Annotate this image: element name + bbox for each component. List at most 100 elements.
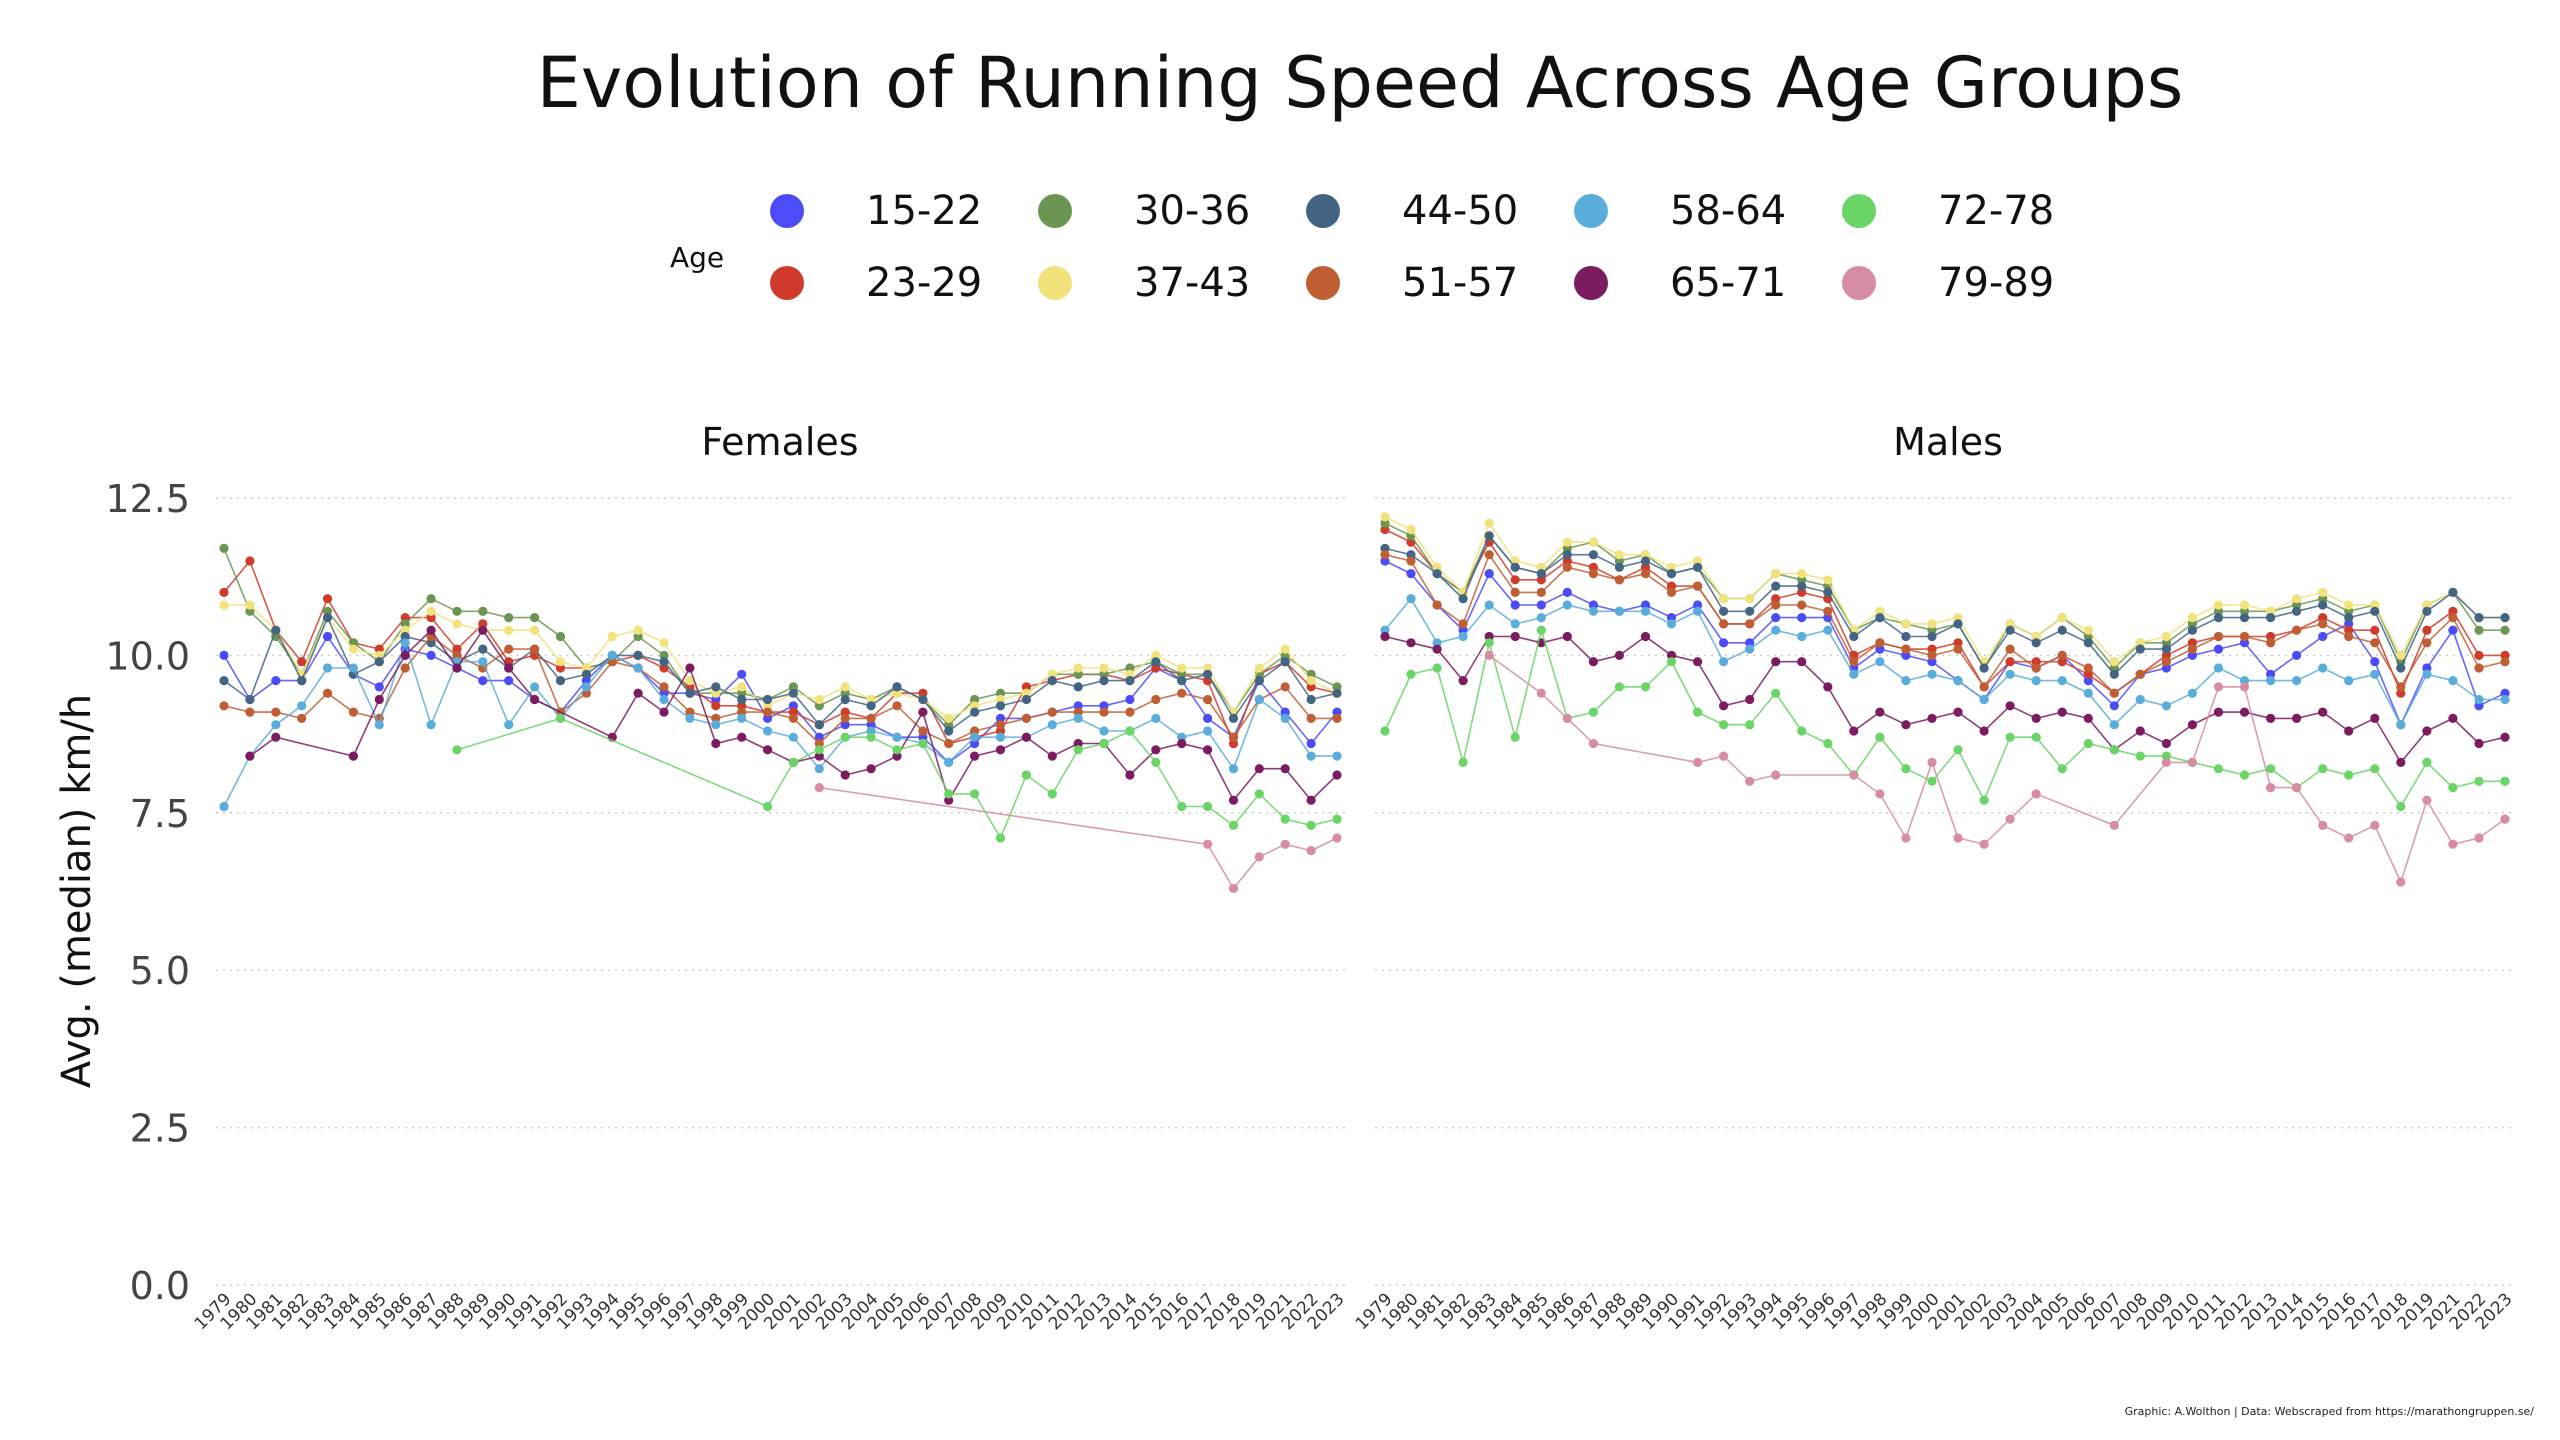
data-point-15-22 [737, 669, 747, 679]
data-point-37-43 [1771, 569, 1781, 579]
data-point-44-50 [1073, 682, 1083, 692]
data-point-30-36 [245, 606, 255, 616]
data-point-65-71 [245, 751, 255, 761]
data-point-79-89 [1953, 833, 1963, 843]
data-point-44-50 [1332, 688, 1342, 698]
data-point-44-50 [2135, 644, 2145, 654]
data-point-58-64 [1047, 720, 1057, 730]
data-point-37-43 [1021, 688, 1031, 698]
data-point-44-50 [1021, 694, 1031, 705]
data-point-65-71 [1254, 764, 1264, 774]
data-point-58-64 [995, 732, 1006, 742]
data-point-58-64 [1203, 726, 1213, 736]
data-point-58-64 [2318, 663, 2328, 673]
data-point-65-71 [1797, 657, 1807, 667]
data-point-79-89 [2266, 783, 2276, 793]
data-point-65-71 [1849, 726, 1859, 736]
data-point-15-22 [1588, 600, 1598, 610]
data-point-51-57 [2109, 688, 2119, 698]
data-point-58-64 [297, 701, 307, 711]
data-point-37-43 [2370, 600, 2380, 610]
data-point-30-36 [400, 619, 410, 629]
data-point-65-71 [918, 707, 928, 717]
data-point-23-29 [1228, 738, 1239, 749]
data-point-37-43 [2083, 625, 2093, 635]
data-point-65-71 [1693, 657, 1703, 667]
series-line-58-64 [223, 640, 1337, 807]
chart-title: Evolution of Running Speed Across Age Gr… [536, 42, 2184, 124]
data-point-72-78 [1021, 770, 1031, 780]
data-point-44-50 [1797, 581, 1807, 591]
data-point-51-57 [1823, 606, 1833, 616]
data-point-15-22 [1125, 694, 1135, 705]
data-point-58-64 [1640, 606, 1651, 616]
data-point-23-29 [737, 701, 747, 711]
data-point-44-50 [814, 720, 824, 730]
data-point-51-57 [1047, 707, 1057, 717]
data-point-51-57 [1693, 581, 1703, 591]
data-point-23-29 [1588, 562, 1598, 572]
data-point-72-78 [2474, 776, 2484, 786]
data-point-51-57 [711, 713, 721, 724]
y-tick-label: 0.0 [130, 1264, 190, 1308]
data-point-44-50 [2031, 638, 2041, 648]
data-point-58-64 [2500, 694, 2510, 705]
data-point-44-50 [297, 676, 307, 686]
data-point-72-78 [814, 745, 824, 755]
data-point-65-71 [2083, 713, 2093, 724]
data-point-72-78 [1432, 663, 1442, 673]
data-point-44-50 [2318, 600, 2328, 610]
legend: Age 15-22 23-29 30-36 37-43 44-50 51-57 58-64 6… [640, 175, 2180, 335]
data-point-79-89 [2109, 820, 2119, 831]
data-point-51-57 [271, 707, 281, 717]
data-point-79-89 [1849, 770, 1859, 780]
data-point-51-57 [2370, 638, 2380, 648]
data-point-51-57 [1510, 587, 1520, 598]
data-point-51-57 [1021, 713, 1031, 724]
data-point-44-50 [840, 694, 850, 705]
data-point-23-29 [426, 613, 436, 623]
data-point-44-50 [1203, 669, 1213, 679]
data-point-65-71 [1927, 713, 1937, 724]
data-point-37-43 [2161, 631, 2171, 642]
data-point-44-50 [271, 625, 281, 635]
data-point-23-29 [1797, 587, 1807, 598]
data-point-51-57 [1666, 587, 1677, 598]
data-point-44-50 [737, 694, 747, 705]
data-point-30-36 [219, 543, 229, 554]
data-point-51-57 [1927, 650, 1937, 661]
data-point-58-64 [737, 713, 747, 724]
data-point-51-57 [2292, 625, 2302, 635]
data-point-51-57 [1979, 682, 1989, 692]
data-point-30-36 [478, 606, 488, 616]
data-point-44-50 [918, 694, 928, 705]
data-point-44-50 [245, 694, 255, 705]
data-point-65-71 [1151, 745, 1161, 755]
data-point-58-64 [1953, 676, 1963, 686]
data-point-15-22 [2422, 663, 2432, 673]
data-point-51-57 [2474, 663, 2484, 673]
data-point-58-64 [2344, 676, 2354, 686]
data-point-15-22 [2344, 619, 2354, 629]
data-point-15-22 [1693, 600, 1703, 610]
data-point-79-89 [1306, 846, 1316, 856]
legend-swatch [770, 194, 804, 228]
data-point-15-22 [1927, 657, 1937, 667]
data-point-72-78 [1666, 657, 1677, 667]
data-point-44-50 [2396, 663, 2406, 673]
data-point-65-71 [1280, 764, 1290, 774]
data-point-65-71 [1021, 732, 1031, 742]
data-point-51-57 [2031, 663, 2041, 673]
data-point-44-50 [322, 613, 333, 623]
data-point-37-43 [1875, 606, 1885, 616]
data-point-51-57 [1406, 556, 1416, 566]
legend-label: 15-22 [866, 188, 983, 234]
data-point-72-78 [2266, 764, 2276, 774]
data-point-23-29 [219, 587, 229, 598]
data-point-30-36 [1614, 556, 1624, 566]
data-point-37-43 [1125, 669, 1135, 679]
data-point-30-36 [995, 688, 1006, 698]
data-point-37-43 [2318, 587, 2328, 598]
data-point-37-43 [581, 663, 592, 673]
data-point-23-29 [1306, 682, 1316, 692]
